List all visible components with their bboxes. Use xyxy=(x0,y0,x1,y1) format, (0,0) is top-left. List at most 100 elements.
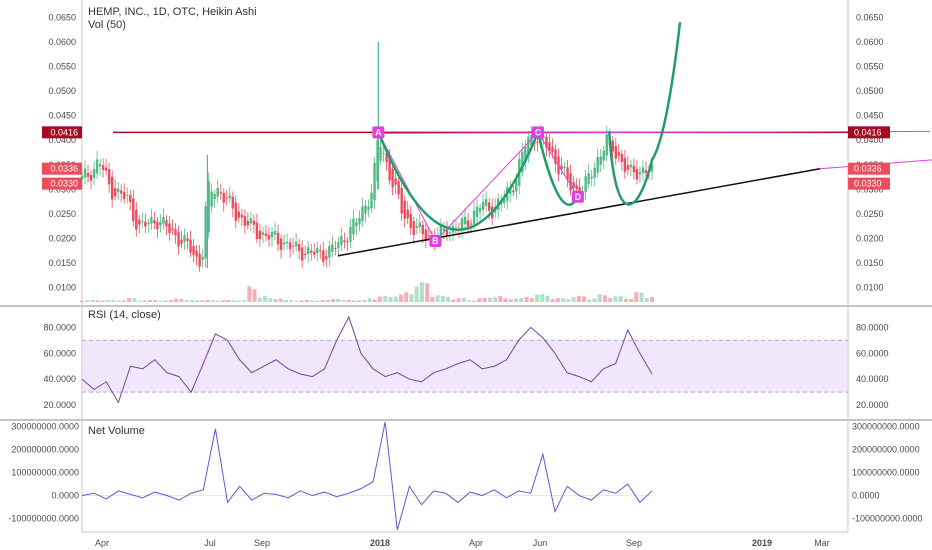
volume-bar xyxy=(629,298,634,302)
candle-body xyxy=(638,171,642,175)
rsi-band xyxy=(82,339,848,393)
net-volume-tick-right: 300000000.0000 xyxy=(852,422,920,432)
pattern-point-marker xyxy=(372,126,385,139)
net-volume-axis[interactable]: 300000000.0000 300000000.0000 200000000.00… xyxy=(8,422,922,524)
volume-bar xyxy=(215,300,220,302)
volume-label: Vol (50) xyxy=(88,19,126,31)
abcd-pattern-line xyxy=(377,131,579,242)
volume-bar xyxy=(602,295,607,302)
pattern-point-marker xyxy=(429,235,442,247)
candle-body xyxy=(107,169,111,185)
candle-body xyxy=(632,165,636,173)
candle-body xyxy=(319,250,322,252)
volume-bar xyxy=(514,298,519,302)
volume-bar xyxy=(482,298,487,302)
candle-body xyxy=(346,241,349,243)
volume-bars xyxy=(80,282,654,302)
rsi-tick-right: 40.0000 xyxy=(856,374,889,384)
candle-body xyxy=(509,187,512,195)
volume-bar xyxy=(446,296,451,302)
volume-bar xyxy=(179,299,184,302)
candle-body xyxy=(165,220,168,227)
price-axis[interactable]: 0.0650 0.0650 0.0600 0.0600 0.0550 0.0550 0.05… xyxy=(48,12,883,292)
volume-bar xyxy=(299,300,304,302)
candle-body xyxy=(168,223,171,234)
net-volume-tick-right: 200000000.0000 xyxy=(852,445,920,455)
time-tick: Sep xyxy=(626,538,642,548)
price-tags: 0.0416 0.0416 0.0336 0.0336 0.0330 0.0330 xyxy=(42,126,890,190)
volume-bar xyxy=(550,299,555,302)
volume-bar xyxy=(597,294,602,302)
candle-body xyxy=(153,220,156,224)
volume-bar xyxy=(534,294,539,302)
price-tick-right: 0.0250 xyxy=(856,209,884,219)
candle-body xyxy=(460,218,464,230)
candle-body xyxy=(328,246,331,258)
pattern-point-marker xyxy=(571,190,584,203)
volume-bar xyxy=(331,298,336,302)
volume-bar xyxy=(639,292,644,302)
candle-body xyxy=(192,246,195,255)
time-axis[interactable]: Apr Jul Sep 2018 Apr Jun Sep 2019 Mar xyxy=(95,538,830,548)
volume-bar xyxy=(336,298,341,302)
price-tag-left-text: 0.0416 xyxy=(50,127,78,137)
volume-bar xyxy=(289,300,294,302)
price-tick-left: 0.0150 xyxy=(48,258,76,268)
candle-body xyxy=(644,170,648,174)
volume-bar xyxy=(221,300,226,302)
price-candles xyxy=(80,41,654,272)
volume-bar xyxy=(111,300,116,302)
candle-body xyxy=(484,199,488,206)
volume-bar xyxy=(650,296,654,302)
candle-body xyxy=(587,173,590,184)
candle-body xyxy=(279,238,283,250)
price-tag-right xyxy=(848,177,890,190)
candle-body xyxy=(623,157,627,172)
candle-body xyxy=(536,141,539,143)
price-tick-right: 0.0500 xyxy=(856,86,884,96)
candle-body xyxy=(210,191,213,207)
candle-body xyxy=(89,174,93,181)
volume-bar xyxy=(106,300,111,302)
rsi-tick-right: 20.0000 xyxy=(856,400,889,410)
candle-body xyxy=(388,157,391,181)
volume-bar xyxy=(498,296,503,302)
candle-body xyxy=(288,242,292,249)
candle-body xyxy=(219,192,222,194)
net-volume-line xyxy=(81,421,653,531)
candle-body xyxy=(276,232,280,245)
net-volume-label: Net Volume xyxy=(88,425,145,437)
candle-body xyxy=(551,146,554,152)
volume-bar xyxy=(487,297,492,302)
time-tick: Mar xyxy=(814,538,830,548)
candle-body xyxy=(228,195,231,199)
price-tag-left xyxy=(42,177,82,190)
candle-body xyxy=(439,224,443,238)
candle-body xyxy=(110,176,114,200)
candle-body xyxy=(258,230,262,240)
price-tick-left: 0.0550 xyxy=(48,61,76,71)
candle-body xyxy=(611,140,614,152)
candle-body xyxy=(135,209,138,230)
volume-bar xyxy=(252,289,257,302)
rsi-axis[interactable]: 80.0000 80.0000 60.0000 60.0000 40.0000 40.00… xyxy=(43,322,888,410)
candle-body xyxy=(204,206,207,259)
volume-bar xyxy=(519,298,524,302)
volume-bar xyxy=(100,300,105,302)
candle-body xyxy=(358,218,361,225)
candle-body xyxy=(120,190,123,194)
volume-bar xyxy=(247,286,252,302)
candle-body xyxy=(478,207,482,213)
volume-bar xyxy=(142,300,147,302)
candle-body xyxy=(234,202,238,221)
candle-body xyxy=(524,146,527,163)
volume-bar xyxy=(461,298,466,302)
price-tick-right: 0.0150 xyxy=(856,258,884,268)
candle-body xyxy=(337,241,340,249)
volume-bar xyxy=(566,299,571,302)
candle-body xyxy=(445,229,449,237)
pattern-top-line xyxy=(378,130,931,134)
candle-body xyxy=(448,232,452,234)
unused xyxy=(82,0,635,198)
